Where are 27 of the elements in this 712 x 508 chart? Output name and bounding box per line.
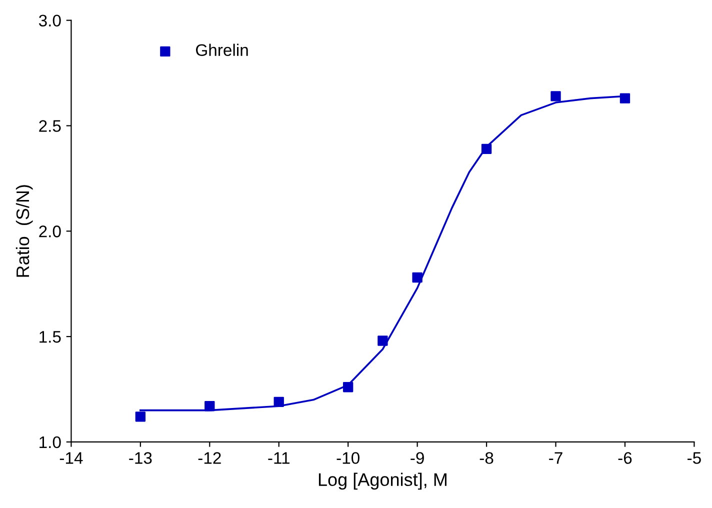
x-tick-label: -6 bbox=[618, 452, 632, 464]
y-tick-label: 2.0 bbox=[39, 226, 61, 238]
point bbox=[378, 336, 388, 346]
x-tick-label: -9 bbox=[410, 452, 424, 464]
x-tick-label: -7 bbox=[549, 452, 562, 464]
x-tick-label: -5 bbox=[688, 452, 701, 464]
x-tick-label: -14 bbox=[60, 452, 83, 464]
y-tick-label: 3.0 bbox=[38, 14, 61, 27]
y-axis-title: Ratio (S/N) bbox=[16, 185, 33, 277]
x-tick-label: -12 bbox=[198, 452, 221, 464]
point bbox=[135, 412, 146, 422]
point bbox=[274, 396, 284, 407]
y-tick-label: 2.5 bbox=[39, 120, 61, 132]
y-tick-label: 1.5 bbox=[40, 331, 61, 343]
x-tick-label: -10 bbox=[336, 452, 360, 464]
point bbox=[412, 272, 422, 283]
point bbox=[550, 91, 561, 102]
x-tick-label: -13 bbox=[129, 452, 152, 464]
point bbox=[343, 382, 354, 392]
point bbox=[620, 93, 630, 104]
x-axis-title: Log [Agonist], M bbox=[318, 472, 446, 490]
point bbox=[481, 144, 492, 154]
point bbox=[204, 401, 215, 412]
y-tick-label: 1.0 bbox=[40, 436, 61, 448]
x-tick-label: -11 bbox=[268, 452, 290, 464]
legend-label: Ghrelin bbox=[196, 44, 248, 56]
x-tick-label: -8 bbox=[480, 452, 494, 464]
